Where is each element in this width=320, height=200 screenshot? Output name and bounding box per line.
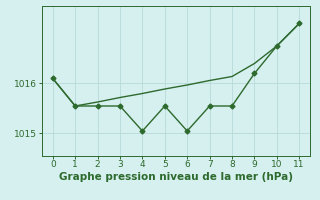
- X-axis label: Graphe pression niveau de la mer (hPa): Graphe pression niveau de la mer (hPa): [59, 172, 293, 182]
